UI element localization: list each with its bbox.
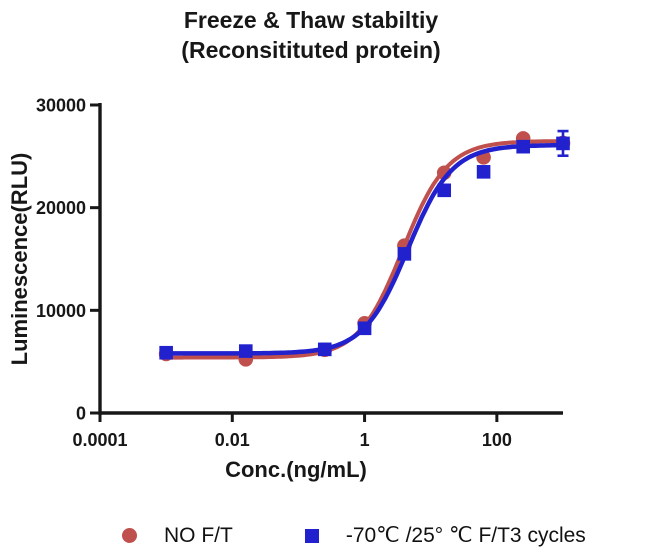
x-tick-label: 0.0001 <box>72 430 127 450</box>
data-point-ft3-cycles <box>317 342 332 357</box>
y-tick-label: 0 <box>76 404 86 424</box>
chart-title-line2: (Reconsitituted protein) <box>181 36 441 63</box>
x-tick-label: 0.01 <box>215 430 250 450</box>
y-tick-label: 30000 <box>36 96 86 116</box>
data-point-ft3-cycles <box>476 165 491 179</box>
x-tick-label: 100 <box>482 430 512 450</box>
legend: NO F/T -70℃ /25° ℃ F/T3 cycles <box>122 523 586 548</box>
data-point-ft3-cycles <box>159 345 173 360</box>
data-point-ft3-cycles <box>516 139 530 154</box>
y-tick-label: 10000 <box>36 301 86 321</box>
y-tick-label: 20000 <box>36 198 86 218</box>
legend-item-no-ft: NO F/T <box>122 524 233 548</box>
legend-circle-marker-icon <box>122 528 137 543</box>
data-point-ft3-cycles <box>238 344 253 358</box>
data-point-ft3-cycles <box>556 136 570 151</box>
legend-label-ft3-cycles: -70℃ /25° ℃ F/T3 cycles <box>345 524 586 547</box>
x-tick-label: 1 <box>360 430 370 450</box>
data-point-ft3-cycles <box>437 183 452 198</box>
legend-square-marker-icon <box>304 528 319 543</box>
data-point-ft3-cycles <box>397 247 412 261</box>
x-axis-title: Conc.(ng/mL) <box>225 457 367 482</box>
legend-item-ft3-cycles: -70℃ /25° ℃ F/T3 cycles <box>304 523 586 548</box>
legend-label-no-ft: NO F/T <box>164 523 233 547</box>
chart-title: Freeze & Thaw stabiltiy (Reconsitituted … <box>0 6 622 66</box>
chart-title-line1: Freeze & Thaw stabiltiy <box>183 7 439 33</box>
data-point-ft3-cycles <box>357 321 372 336</box>
